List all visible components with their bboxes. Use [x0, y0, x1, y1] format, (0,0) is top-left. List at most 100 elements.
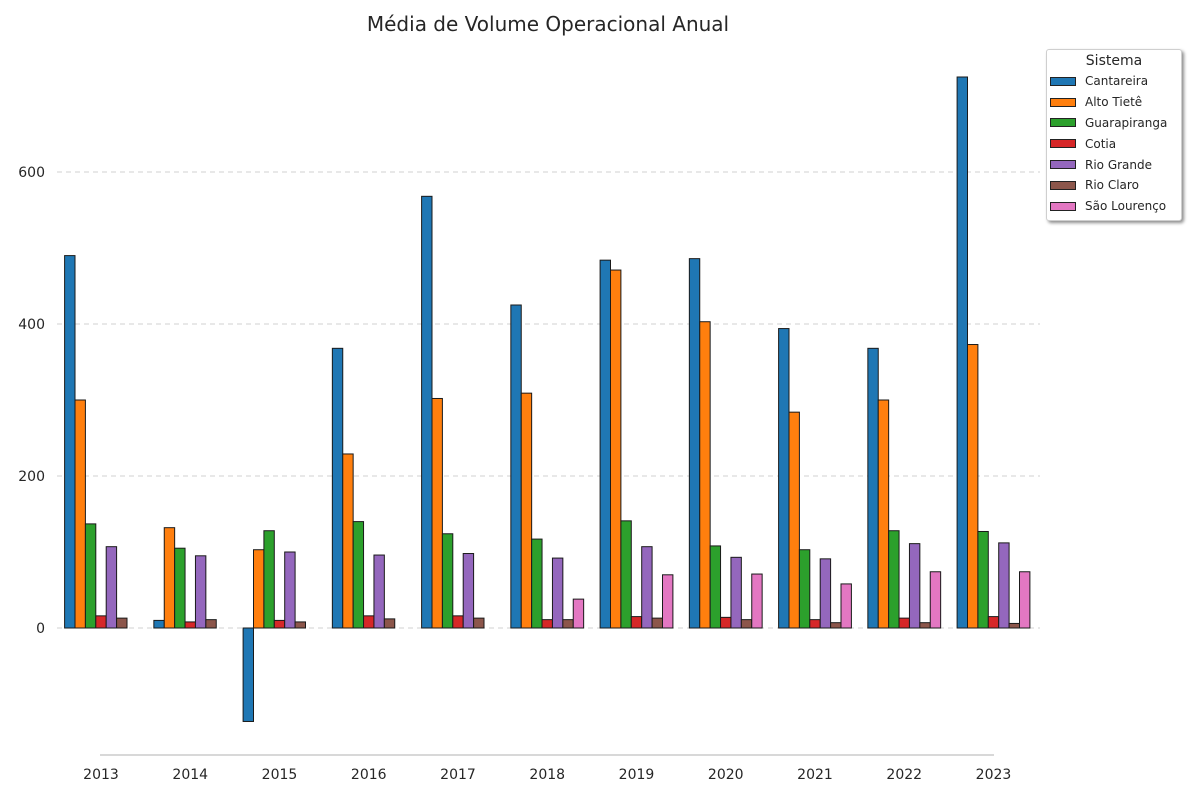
bar [967, 344, 979, 629]
y-tick-label: 0 [36, 621, 45, 637]
x-tick-label: 2023 [976, 767, 1012, 783]
bar [798, 549, 811, 629]
legend-swatch [1050, 160, 1076, 170]
bar [284, 551, 296, 629]
bar [1019, 571, 1031, 629]
legend-swatch [1050, 97, 1076, 107]
bar [709, 545, 722, 629]
bar [751, 573, 763, 629]
bar [720, 616, 732, 629]
legend-item: Guarapiranga [1047, 113, 1181, 134]
bar [651, 617, 663, 629]
bar [551, 557, 564, 629]
bar [620, 520, 632, 629]
x-tick-label: 2021 [797, 767, 833, 783]
legend-label: Guarapiranga [1085, 115, 1168, 130]
legend-items: Cantareira Alto Tietê Guarapiranga Cotia Rio… [1047, 71, 1181, 217]
bar [363, 615, 375, 629]
x-tick-label: 2016 [351, 767, 387, 783]
bar [788, 411, 800, 629]
bar [273, 619, 286, 629]
bar [809, 619, 821, 629]
bar [153, 619, 165, 629]
bar [253, 549, 265, 629]
bar [342, 453, 354, 629]
bar [641, 546, 653, 629]
bar [688, 258, 701, 629]
bar [830, 622, 842, 629]
bar [242, 627, 255, 722]
bar [331, 347, 344, 629]
x-tick-label: 2013 [83, 767, 119, 783]
legend-title: Sistema [1085, 53, 1143, 69]
bar [421, 195, 433, 629]
y-tick-label: 600 [18, 165, 45, 181]
bar [373, 554, 385, 629]
chart-title: Média de Volume Operacional Anual [366, 12, 730, 36]
bar [867, 347, 879, 629]
x-tick-label: 2017 [440, 767, 476, 783]
bar [205, 619, 217, 629]
bar [431, 397, 443, 629]
legend-swatch [1050, 180, 1076, 190]
bar [510, 304, 522, 629]
bar [352, 521, 365, 629]
bar [452, 615, 464, 629]
bar [877, 399, 890, 629]
legend-swatch [1050, 139, 1076, 149]
bar [840, 583, 852, 629]
bar [531, 538, 543, 629]
bar [95, 615, 107, 629]
bar [462, 553, 475, 629]
legend-label: Alto Tietê [1085, 95, 1143, 110]
bar [294, 621, 307, 629]
bar [64, 255, 76, 629]
bar [662, 574, 674, 629]
x-tick-label: 2018 [529, 767, 565, 783]
legend-item: Rio Claro [1047, 175, 1181, 196]
bar [184, 621, 196, 629]
bar [105, 546, 118, 629]
bar [740, 619, 753, 629]
bar [116, 617, 128, 629]
legend-item: Cotia [1047, 133, 1181, 154]
legend-label: Rio Claro [1085, 178, 1139, 193]
legend-swatch [1050, 118, 1076, 128]
bar [929, 571, 942, 629]
x-tick-label: 2020 [708, 767, 744, 783]
bar [194, 555, 207, 629]
axes: 0 200 400 600 2013 2014 2015 2016 2017 2018 2019 20… [18, 165, 1011, 783]
bar [730, 556, 742, 629]
legend-item: Cantareira [1047, 71, 1181, 92]
legend-label: Rio Grande [1085, 157, 1153, 172]
legend: Sistema Cantareira Alto Tietê Guarapiranga… [1046, 49, 1182, 221]
y-tick-label: 400 [18, 317, 45, 333]
legend-label: São Lourenço [1085, 199, 1167, 214]
bar [819, 558, 832, 629]
bar [888, 530, 900, 629]
y-tick-label: 200 [18, 469, 45, 485]
x-tick-label: 2014 [172, 767, 208, 783]
bar [572, 598, 585, 629]
legend-swatch [1050, 201, 1076, 211]
bar [74, 399, 86, 629]
bar [898, 617, 910, 629]
bar [1008, 622, 1020, 629]
bar [263, 530, 275, 629]
bar [987, 616, 1000, 629]
legend-item: São Lourenço [1047, 196, 1181, 217]
legend-label: Cotia [1085, 136, 1117, 151]
bars [64, 76, 1031, 722]
bar [977, 530, 989, 629]
bar [383, 618, 396, 629]
bar [919, 622, 931, 629]
legend-item: Alto Tietê [1047, 92, 1181, 113]
bar [699, 321, 711, 629]
x-tick-label: 2019 [619, 767, 655, 783]
bar [541, 619, 553, 629]
bar [441, 533, 454, 629]
bar [630, 616, 643, 629]
legend-label: Cantareira [1085, 74, 1149, 89]
bar [998, 542, 1010, 629]
